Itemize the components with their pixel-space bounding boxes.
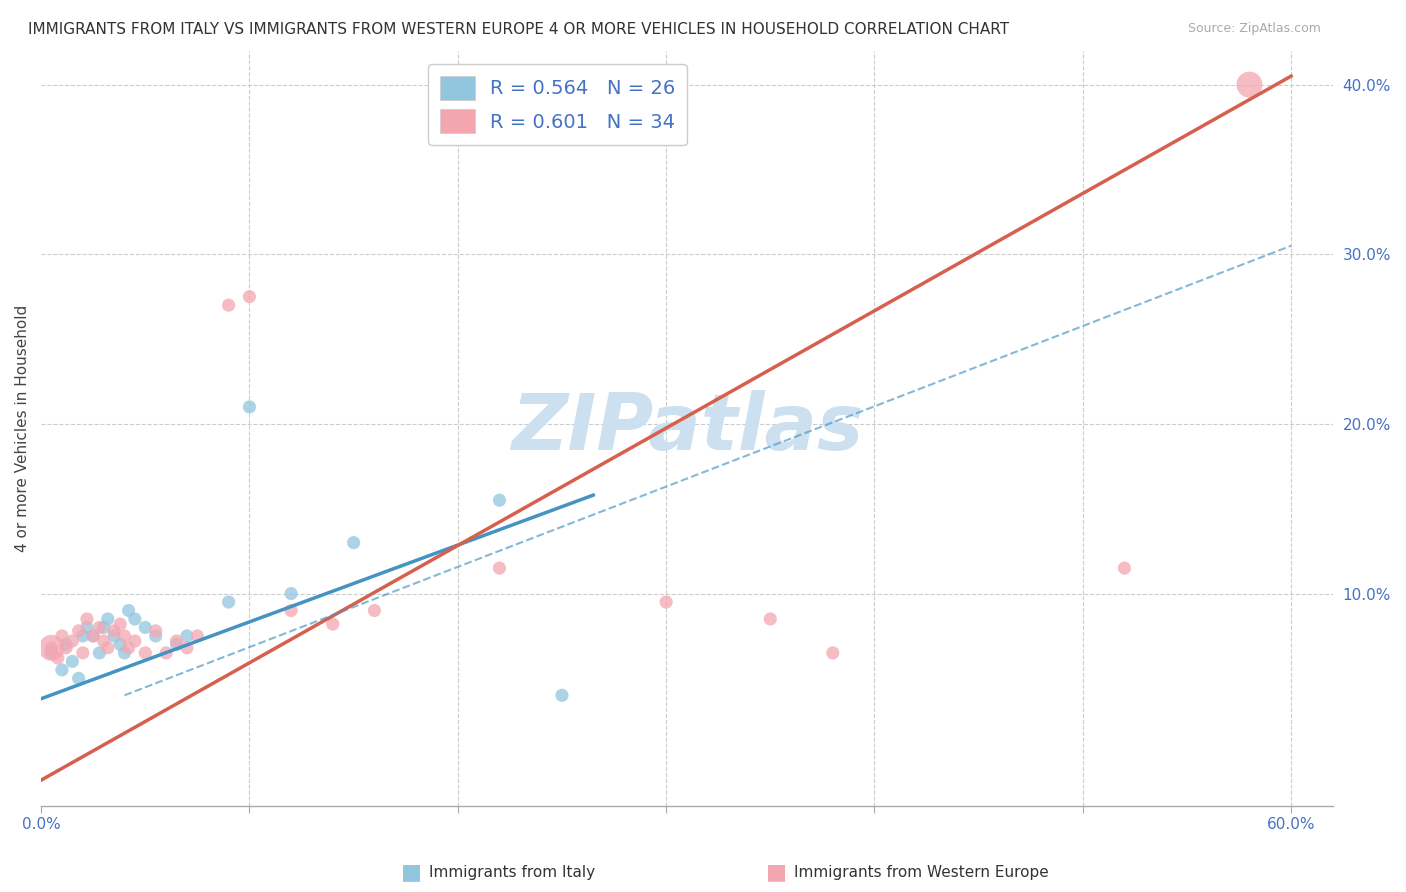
- Point: [145, 624, 167, 638]
- Point: [41, 646, 63, 660]
- Point: [97, 640, 120, 655]
- Point: [51, 629, 73, 643]
- Y-axis label: 4 or more Vehicles in Household: 4 or more Vehicles in Household: [15, 304, 30, 552]
- Point: [1114, 561, 1136, 575]
- Text: ■: ■: [766, 863, 787, 882]
- Point: [124, 612, 146, 626]
- Point: [93, 634, 115, 648]
- Point: [1239, 78, 1261, 92]
- Point: [103, 629, 125, 643]
- Point: [238, 400, 260, 414]
- Point: [41, 640, 63, 655]
- Point: [60, 654, 83, 668]
- Point: [322, 617, 344, 632]
- Point: [238, 290, 260, 304]
- Point: [488, 493, 510, 508]
- Text: Immigrants from Western Europe: Immigrants from Western Europe: [794, 865, 1049, 880]
- Point: [134, 646, 156, 660]
- Point: [155, 646, 177, 660]
- Legend: R = 0.564   N = 26, R = 0.601   N = 34: R = 0.564 N = 26, R = 0.601 N = 34: [429, 64, 688, 145]
- Point: [759, 612, 782, 626]
- Point: [218, 298, 240, 312]
- Point: [176, 640, 198, 655]
- Point: [145, 629, 167, 643]
- Point: [117, 603, 139, 617]
- Text: IMMIGRANTS FROM ITALY VS IMMIGRANTS FROM WESTERN EUROPE 4 OR MORE VEHICLES IN HO: IMMIGRANTS FROM ITALY VS IMMIGRANTS FROM…: [28, 22, 1010, 37]
- Point: [110, 637, 132, 651]
- Point: [41, 640, 63, 655]
- Point: [343, 535, 366, 549]
- Point: [97, 612, 120, 626]
- Text: Source: ZipAtlas.com: Source: ZipAtlas.com: [1188, 22, 1322, 36]
- Point: [176, 629, 198, 643]
- Point: [67, 624, 90, 638]
- Point: [60, 634, 83, 648]
- Point: [114, 629, 136, 643]
- Point: [93, 620, 115, 634]
- Point: [117, 640, 139, 655]
- Point: [76, 612, 98, 626]
- Point: [103, 624, 125, 638]
- Point: [89, 620, 111, 634]
- Point: [82, 629, 104, 643]
- Point: [114, 646, 136, 660]
- Point: [166, 634, 188, 648]
- Point: [218, 595, 240, 609]
- Point: [110, 617, 132, 632]
- Point: [76, 620, 98, 634]
- Point: [655, 595, 678, 609]
- Point: [82, 629, 104, 643]
- Point: [821, 646, 844, 660]
- Point: [89, 646, 111, 660]
- Point: [72, 646, 94, 660]
- Point: [72, 629, 94, 643]
- Point: [186, 629, 208, 643]
- Point: [46, 651, 69, 665]
- Point: [166, 637, 188, 651]
- Point: [280, 586, 302, 600]
- Point: [551, 689, 574, 703]
- Point: [55, 640, 77, 655]
- Point: [280, 603, 302, 617]
- Point: [134, 620, 156, 634]
- Text: ZIPatlas: ZIPatlas: [510, 390, 863, 467]
- Point: [488, 561, 510, 575]
- Point: [67, 671, 90, 685]
- Point: [51, 663, 73, 677]
- Text: ■: ■: [401, 863, 422, 882]
- Point: [124, 634, 146, 648]
- Point: [363, 603, 385, 617]
- Text: Immigrants from Italy: Immigrants from Italy: [429, 865, 595, 880]
- Point: [55, 637, 77, 651]
